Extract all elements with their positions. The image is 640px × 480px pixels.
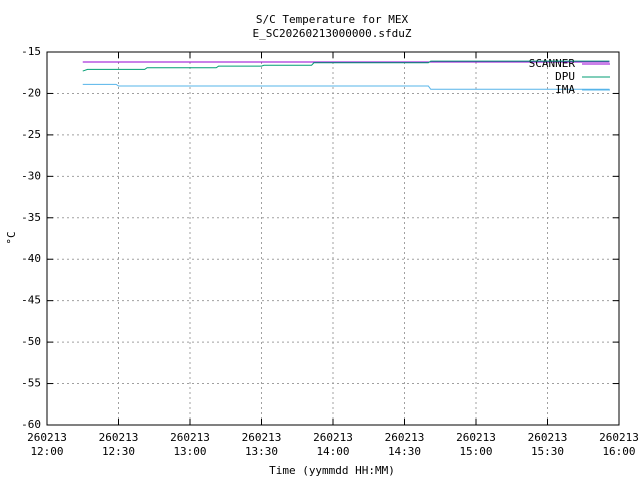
x-tick-label: 260213 12:00 xyxy=(27,431,67,458)
y-tick-label: -40 xyxy=(21,252,41,265)
x-tick-label: 260213 14:30 xyxy=(384,431,425,458)
x-tick-label: 260213 15:00 xyxy=(456,431,496,458)
y-tick-label: -45 xyxy=(21,294,41,307)
x-axis-label: Time (yymmdd HH:MM) xyxy=(269,464,395,477)
series-line xyxy=(82,83,610,90)
x-tick-label: 260213 13:00 xyxy=(170,431,210,458)
y-tick-label: -60 xyxy=(21,418,41,431)
y-axis-label: °C xyxy=(5,231,18,244)
y-tick-label: -50 xyxy=(21,335,41,348)
chart-subtitle: E_SC20260213000000.sfduZ xyxy=(253,27,412,40)
y-tick-label: -15 xyxy=(21,45,41,58)
y-tick-label: -20 xyxy=(21,86,41,99)
plot-border xyxy=(46,51,620,426)
y-tick-label: -30 xyxy=(21,169,41,182)
x-tick-label: 260213 16:00 xyxy=(599,431,639,458)
legend-label: SCANNER xyxy=(529,57,576,70)
legend-label: IMA xyxy=(555,83,575,96)
x-tick-label: 260213 13:30 xyxy=(241,431,282,458)
x-tick-label: 260213 14:00 xyxy=(313,431,353,458)
chart-title: S/C Temperature for MEX xyxy=(256,13,409,26)
x-tick-label: 260213 15:30 xyxy=(527,431,568,458)
legend-label: DPU xyxy=(555,70,575,83)
series-line xyxy=(82,60,610,72)
x-tick-label: 260213 12:30 xyxy=(98,431,139,458)
y-tick-label: -25 xyxy=(21,128,41,141)
y-tick-label: -35 xyxy=(21,211,41,224)
y-tick-label: -55 xyxy=(21,377,41,390)
